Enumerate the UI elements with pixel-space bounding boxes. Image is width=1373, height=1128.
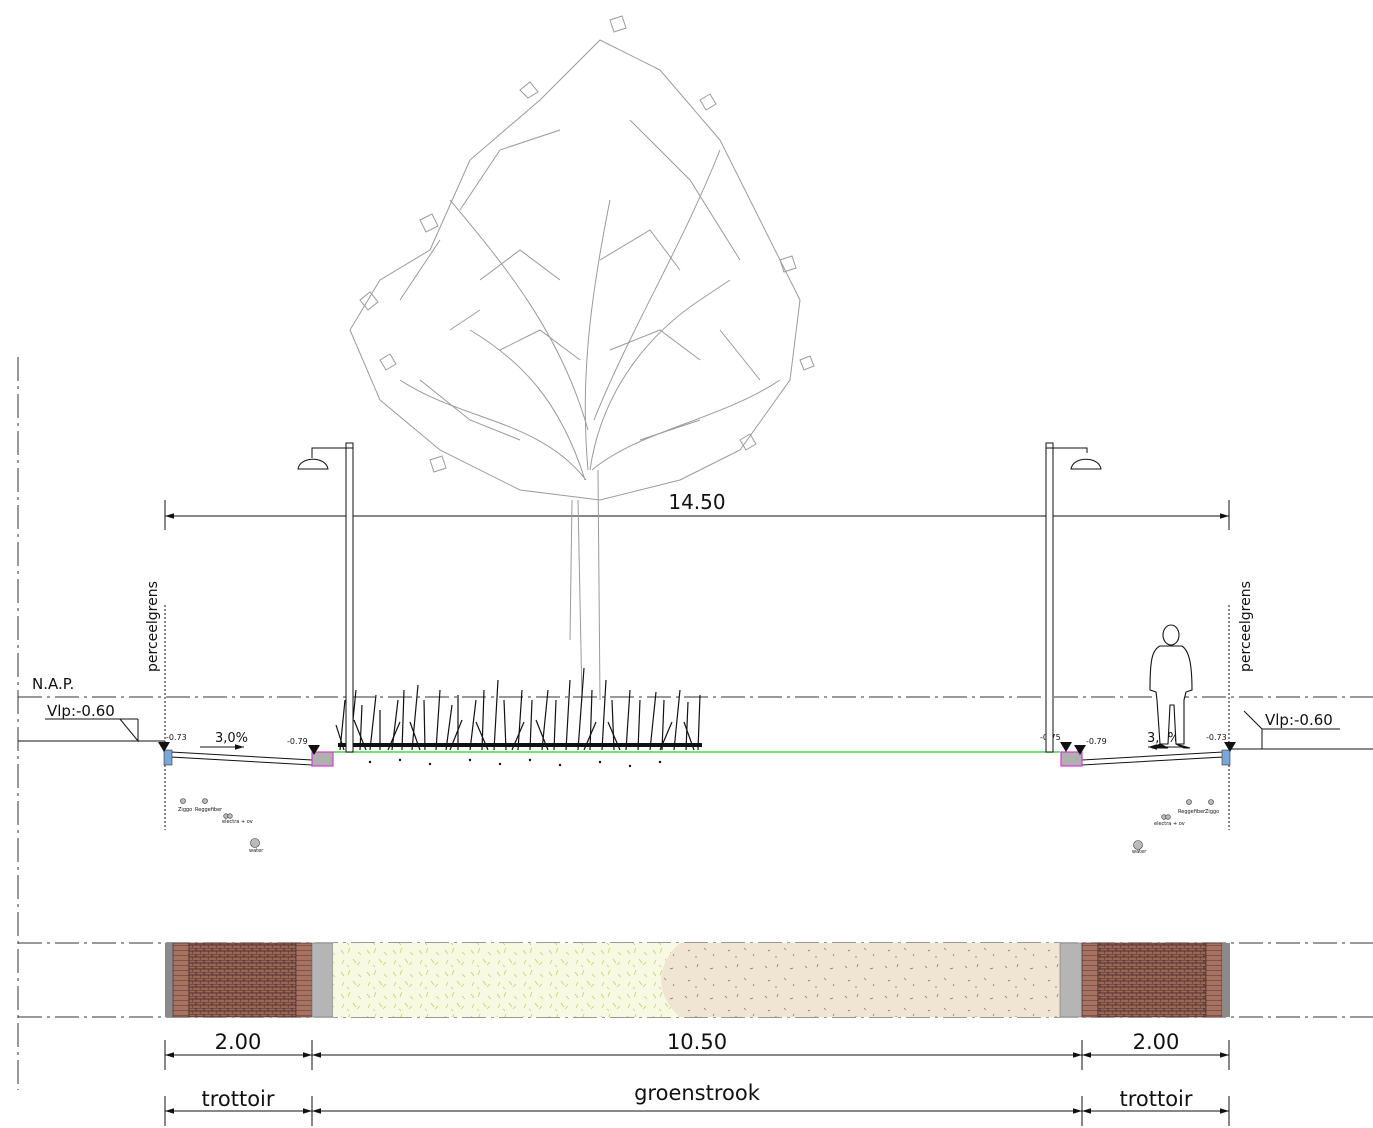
plan-view	[165, 942, 1230, 1018]
edge-marker-right	[1221, 749, 1231, 766]
svg-text:water: water	[1132, 849, 1147, 855]
svg-text:water: water	[249, 848, 264, 854]
ground-dots	[368, 758, 662, 768]
dim-left: 2.00	[215, 1030, 262, 1054]
cables-right: Ziggo Reggefiber electra + ov water	[1132, 799, 1219, 855]
svg-text:Ziggo: Ziggo	[178, 807, 192, 813]
curb-right	[1060, 751, 1083, 767]
dim-middle: 10.50	[667, 1030, 727, 1054]
svg-text:Reggefiber: Reggefiber	[1178, 809, 1206, 815]
person-icon	[1149, 624, 1193, 749]
level-label-right: Vlp:-0.60	[1265, 711, 1333, 729]
svg-text:Reggefiber: Reggefiber	[195, 807, 223, 813]
overall-dimension: 14.50	[668, 490, 725, 514]
sidewalk-left-profile	[170, 751, 313, 766]
svg-text:Ziggo: Ziggo	[1205, 809, 1219, 815]
svg-text:electra + ov: electra + ov	[222, 819, 253, 825]
nap-label: N.A.P.	[32, 675, 74, 693]
zone-left-label: trottoir	[201, 1087, 274, 1111]
tree-icon	[349, 15, 815, 701]
dim-right: 2.00	[1133, 1030, 1180, 1054]
spot-level-left-curb: -0.79	[287, 737, 308, 746]
street-lamp-icon	[1045, 442, 1102, 753]
slope-left: 3,0%	[215, 731, 248, 746]
boundary-label-right: perceelgrens	[1238, 581, 1254, 672]
spot-level-right-edge: -0.73	[1206, 733, 1227, 742]
svg-text:electra + ov: electra + ov	[1154, 821, 1185, 827]
edge-marker-left	[163, 749, 173, 766]
cables-left: Ziggo Reggefiber electra + ov water	[178, 798, 264, 854]
level-label-left: Vlp:-0.60	[47, 702, 115, 720]
shrubs-icon	[335, 667, 702, 751]
sidewalk-right-profile	[1081, 751, 1224, 766]
curb-left	[311, 751, 334, 767]
zone-middle-label: groenstrook	[634, 1081, 761, 1105]
spot-level-right-curb: -0.79	[1086, 737, 1107, 746]
zone-right-label: trottoir	[1119, 1087, 1192, 1111]
boundary-label-left: perceelgrens	[145, 581, 161, 672]
spot-level-left-edge: -0.73	[166, 733, 187, 742]
street-lamp-icon	[297, 442, 354, 753]
